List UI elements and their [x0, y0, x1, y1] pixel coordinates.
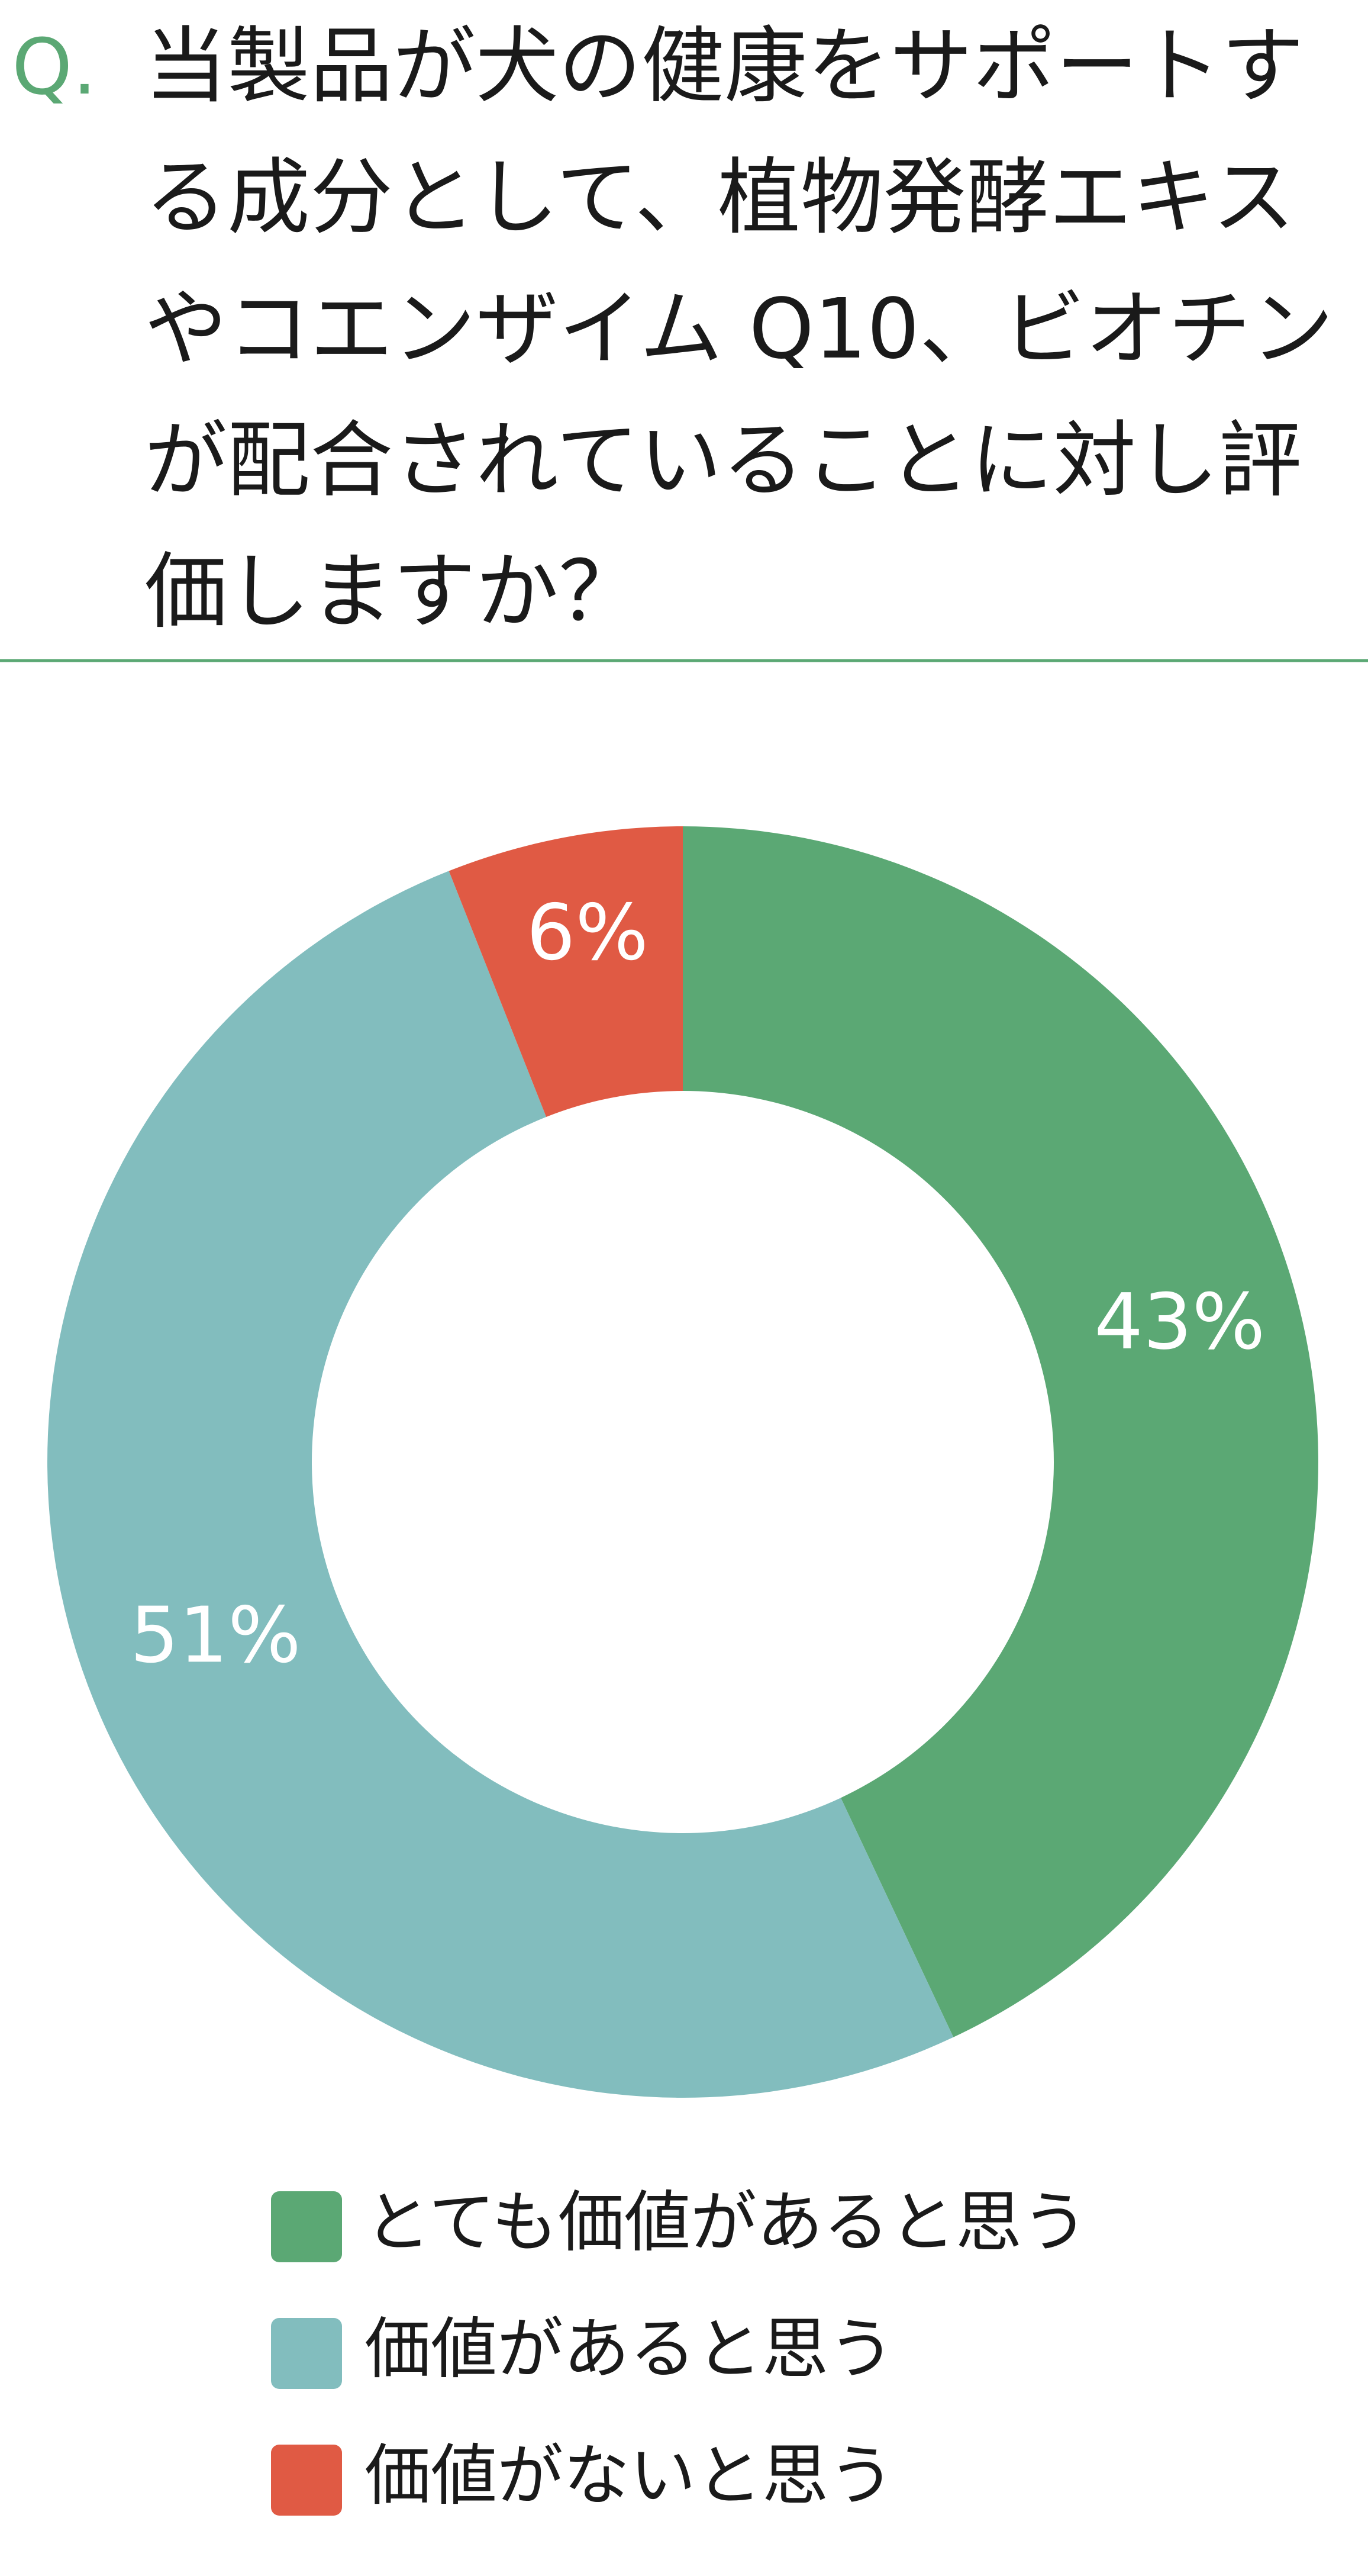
question-prefix: Q. [12, 22, 97, 112]
legend-label: 価値があると思う [364, 2311, 895, 2388]
title-line: る成分として、植物発酵エキス [144, 150, 1295, 246]
value-label: 6% [527, 887, 648, 977]
value-label: 43% [1094, 1277, 1265, 1367]
legend-label: 価値がないと思う [364, 2437, 895, 2514]
legend-label: とても価値があると思う [364, 2184, 1088, 2261]
legend-swatch [271, 2445, 342, 2516]
value-label: 51% [130, 1590, 301, 1680]
title-line: が配合されていることに対し評 [144, 413, 1302, 509]
title-line: 当製品が犬の健康をサポートす [144, 18, 1304, 115]
legend-swatch [271, 2318, 342, 2389]
legend-swatch [271, 2191, 342, 2262]
title-line: やコエンザイム Q10、ビオチン [144, 281, 1334, 378]
donut-slice [683, 826, 1318, 2037]
donut-slice [47, 871, 954, 2098]
title-line: 価しますか？ [144, 544, 641, 640]
donut-slice [449, 826, 683, 1118]
